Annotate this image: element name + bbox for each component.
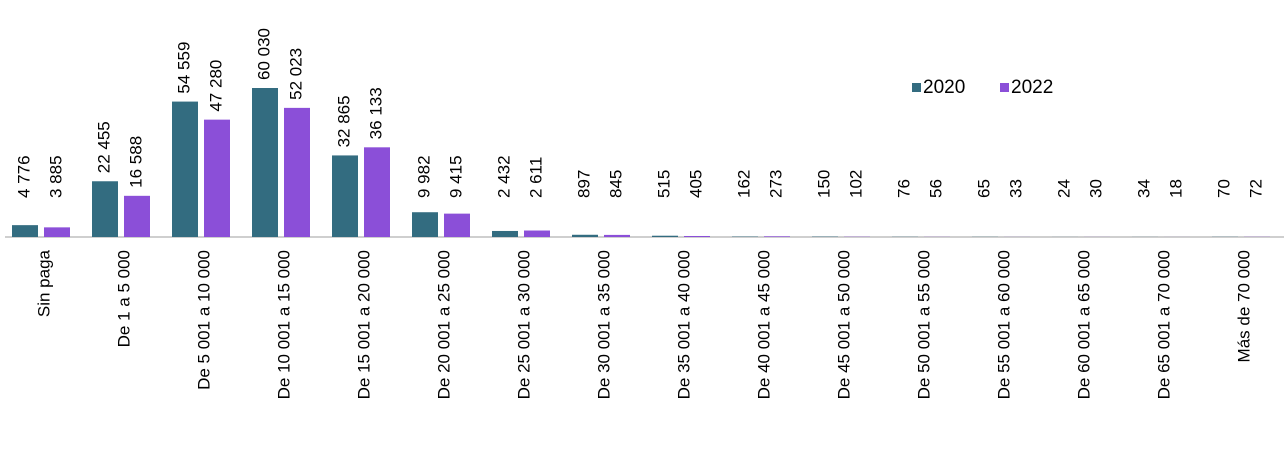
bar — [412, 212, 438, 237]
data-label: 60 030 — [254, 28, 273, 80]
legend-swatch — [1000, 83, 1009, 92]
data-label: 70 — [1214, 179, 1233, 198]
bar — [492, 230, 518, 237]
legend-label: 2020 — [923, 77, 965, 98]
bar — [44, 227, 70, 237]
bar — [12, 225, 38, 237]
x-tick-label: De 60 001 a 65 000 — [1074, 250, 1093, 399]
data-label: 72 — [1246, 179, 1265, 198]
bar — [92, 181, 118, 237]
x-tick-label: De 35 001 a 40 000 — [674, 250, 693, 399]
x-tick-label: Más de 70 000 — [1234, 250, 1253, 362]
data-label: 2 611 — [526, 157, 545, 198]
data-label: 52 023 — [286, 48, 305, 100]
data-label: 30 — [1086, 179, 1105, 198]
bar — [444, 213, 470, 237]
data-label: 273 — [766, 170, 785, 198]
data-label: 76 — [894, 179, 913, 198]
bar — [524, 230, 550, 237]
data-label: 16 588 — [126, 136, 145, 188]
data-label: 3 885 — [46, 155, 65, 198]
data-label: 22 455 — [94, 121, 113, 173]
x-tick-label: De 20 001 a 25 000 — [434, 250, 453, 399]
x-tick-label: De 65 001 a 70 000 — [1154, 250, 1173, 399]
bar — [652, 235, 678, 237]
data-label: 845 — [606, 170, 625, 198]
bar — [204, 119, 230, 237]
x-tick-label: De 50 001 a 55 000 — [914, 250, 933, 399]
x-tick-label: De 5 001 a 10 000 — [194, 250, 213, 390]
x-tick-label: De 40 001 a 45 000 — [754, 250, 773, 399]
data-label: 18 — [1166, 179, 1185, 198]
data-label: 56 — [926, 179, 945, 198]
data-label: 897 — [574, 170, 593, 198]
x-tick-label: De 25 001 a 30 000 — [514, 250, 533, 399]
data-label: 4 776 — [14, 155, 33, 198]
x-tick-label: De 45 001 a 50 000 — [834, 250, 853, 399]
data-label: 102 — [846, 170, 865, 198]
bar — [604, 234, 630, 237]
data-label: 47 280 — [206, 60, 225, 112]
data-label: 24 — [1054, 179, 1073, 198]
legend-swatch — [912, 83, 921, 92]
data-label: 34 — [1134, 179, 1153, 198]
data-label: 54 559 — [174, 42, 193, 94]
bar — [572, 234, 598, 237]
x-tick-label: De 55 001 a 60 000 — [994, 250, 1013, 399]
data-label: 9 982 — [414, 155, 433, 198]
data-label: 162 — [734, 170, 753, 198]
data-label: 150 — [814, 170, 833, 198]
bar — [364, 147, 390, 237]
x-tick-label: De 10 001 a 15 000 — [274, 250, 293, 399]
bar — [284, 107, 310, 237]
data-label: 33 — [1006, 179, 1025, 198]
x-tick-label: De 15 001 a 20 000 — [354, 250, 373, 399]
data-label: 9 415 — [446, 155, 465, 198]
bar — [332, 155, 358, 237]
data-label: 2 432 — [494, 155, 513, 198]
bar — [684, 235, 710, 237]
legend-label: 2022 — [1011, 77, 1053, 98]
x-tick-label: De 30 001 a 35 000 — [594, 250, 613, 399]
data-label: 405 — [686, 170, 705, 198]
bar — [252, 88, 278, 237]
data-label: 65 — [974, 179, 993, 198]
bar — [764, 236, 790, 237]
data-label: 32 865 — [334, 95, 353, 147]
data-label: 36 133 — [366, 87, 385, 139]
bar — [172, 101, 198, 237]
x-tick-label: De 1 a 5 000 — [114, 250, 133, 347]
bar — [124, 195, 150, 237]
x-tick-label: Sin paga — [34, 249, 53, 317]
data-label: 515 — [654, 170, 673, 198]
